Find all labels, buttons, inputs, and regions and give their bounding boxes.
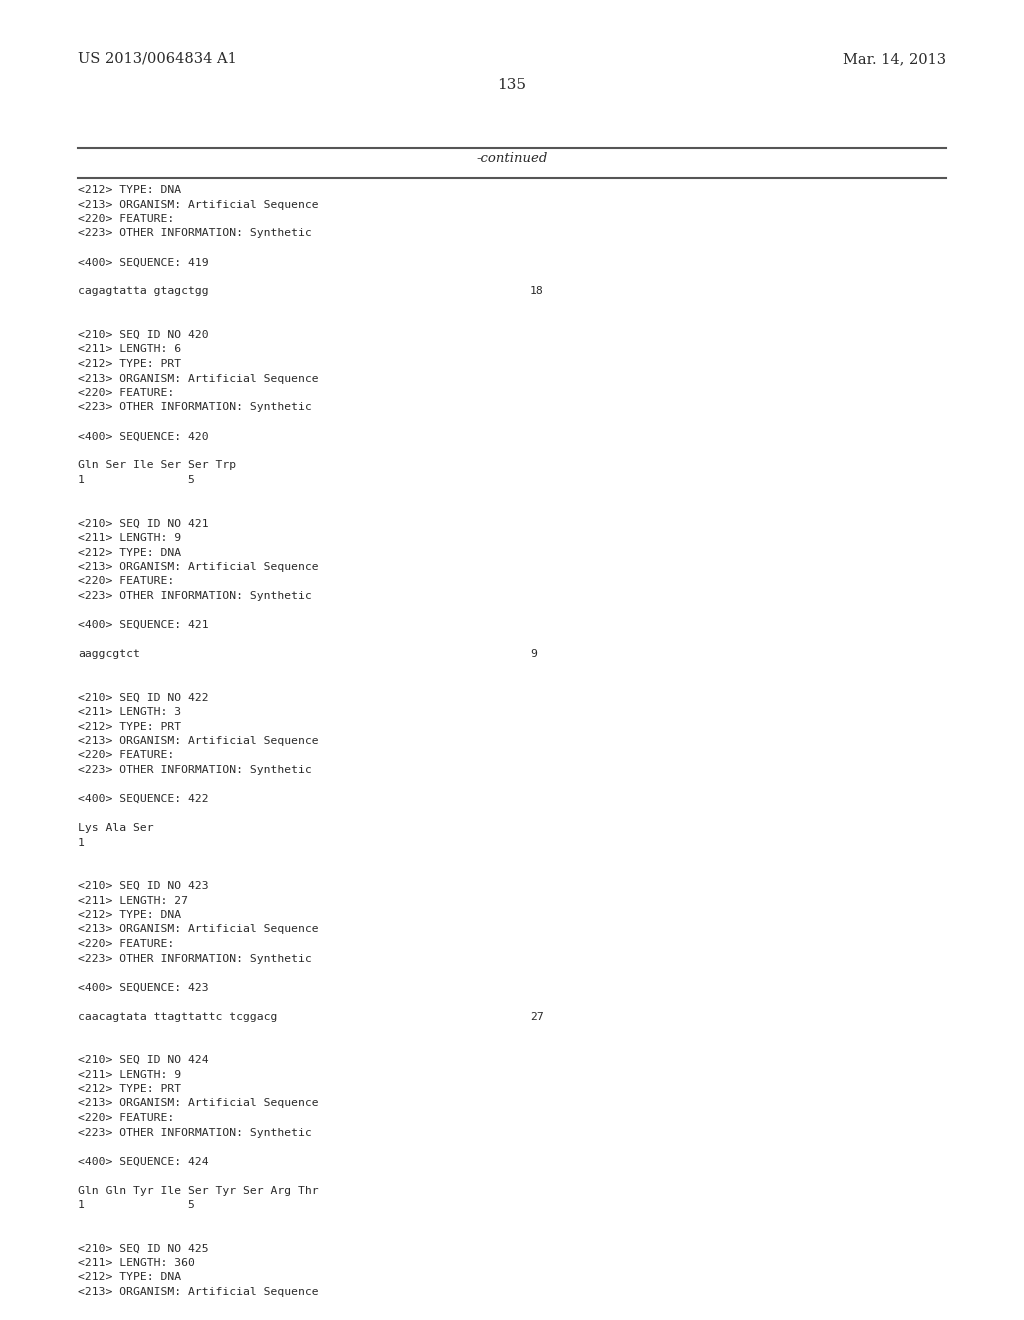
Text: Lys Ala Ser: Lys Ala Ser xyxy=(78,822,154,833)
Text: aaggcgtct: aaggcgtct xyxy=(78,649,140,659)
Text: <212> TYPE: PRT: <212> TYPE: PRT xyxy=(78,359,181,370)
Text: <210> SEQ ID NO 421: <210> SEQ ID NO 421 xyxy=(78,519,209,528)
Text: 1               5: 1 5 xyxy=(78,1200,195,1210)
Text: <223> OTHER INFORMATION: Synthetic: <223> OTHER INFORMATION: Synthetic xyxy=(78,403,311,412)
Text: <211> LENGTH: 3: <211> LENGTH: 3 xyxy=(78,708,181,717)
Text: <213> ORGANISM: Artificial Sequence: <213> ORGANISM: Artificial Sequence xyxy=(78,562,318,572)
Text: 18: 18 xyxy=(530,286,544,297)
Text: <220> FEATURE:: <220> FEATURE: xyxy=(78,214,174,224)
Text: <220> FEATURE:: <220> FEATURE: xyxy=(78,939,174,949)
Text: 27: 27 xyxy=(530,1011,544,1022)
Text: <211> LENGTH: 6: <211> LENGTH: 6 xyxy=(78,345,181,355)
Text: -continued: -continued xyxy=(476,152,548,165)
Text: <212> TYPE: DNA: <212> TYPE: DNA xyxy=(78,548,181,557)
Text: <212> TYPE: PRT: <212> TYPE: PRT xyxy=(78,1084,181,1094)
Text: <210> SEQ ID NO 425: <210> SEQ ID NO 425 xyxy=(78,1243,209,1254)
Text: <223> OTHER INFORMATION: Synthetic: <223> OTHER INFORMATION: Synthetic xyxy=(78,766,311,775)
Text: Gln Gln Tyr Ile Ser Tyr Ser Arg Thr: Gln Gln Tyr Ile Ser Tyr Ser Arg Thr xyxy=(78,1185,318,1196)
Text: <223> OTHER INFORMATION: Synthetic: <223> OTHER INFORMATION: Synthetic xyxy=(78,1127,311,1138)
Text: 135: 135 xyxy=(498,78,526,92)
Text: <220> FEATURE:: <220> FEATURE: xyxy=(78,751,174,760)
Text: <213> ORGANISM: Artificial Sequence: <213> ORGANISM: Artificial Sequence xyxy=(78,737,318,746)
Text: <400> SEQUENCE: 421: <400> SEQUENCE: 421 xyxy=(78,620,209,630)
Text: Gln Ser Ile Ser Ser Trp: Gln Ser Ile Ser Ser Trp xyxy=(78,461,237,470)
Text: <213> ORGANISM: Artificial Sequence: <213> ORGANISM: Artificial Sequence xyxy=(78,374,318,384)
Text: <210> SEQ ID NO 423: <210> SEQ ID NO 423 xyxy=(78,880,209,891)
Text: <211> LENGTH: 9: <211> LENGTH: 9 xyxy=(78,533,181,543)
Text: <220> FEATURE:: <220> FEATURE: xyxy=(78,388,174,399)
Text: US 2013/0064834 A1: US 2013/0064834 A1 xyxy=(78,51,237,66)
Text: <210> SEQ ID NO 422: <210> SEQ ID NO 422 xyxy=(78,693,209,702)
Text: caacagtata ttagttattc tcggacg: caacagtata ttagttattc tcggacg xyxy=(78,1011,278,1022)
Text: <211> LENGTH: 360: <211> LENGTH: 360 xyxy=(78,1258,195,1269)
Text: <213> ORGANISM: Artificial Sequence: <213> ORGANISM: Artificial Sequence xyxy=(78,1287,318,1298)
Text: <220> FEATURE:: <220> FEATURE: xyxy=(78,577,174,586)
Text: <400> SEQUENCE: 424: <400> SEQUENCE: 424 xyxy=(78,1156,209,1167)
Text: <212> TYPE: PRT: <212> TYPE: PRT xyxy=(78,722,181,731)
Text: 9: 9 xyxy=(530,649,537,659)
Text: cagagtatta gtagctgg: cagagtatta gtagctgg xyxy=(78,286,209,297)
Text: <223> OTHER INFORMATION: Synthetic: <223> OTHER INFORMATION: Synthetic xyxy=(78,953,311,964)
Text: <212> TYPE: DNA: <212> TYPE: DNA xyxy=(78,1272,181,1283)
Text: 1               5: 1 5 xyxy=(78,475,195,484)
Text: <400> SEQUENCE: 423: <400> SEQUENCE: 423 xyxy=(78,982,209,993)
Text: <400> SEQUENCE: 419: <400> SEQUENCE: 419 xyxy=(78,257,209,268)
Text: <223> OTHER INFORMATION: Synthetic: <223> OTHER INFORMATION: Synthetic xyxy=(78,228,311,239)
Text: <213> ORGANISM: Artificial Sequence: <213> ORGANISM: Artificial Sequence xyxy=(78,199,318,210)
Text: <213> ORGANISM: Artificial Sequence: <213> ORGANISM: Artificial Sequence xyxy=(78,924,318,935)
Text: <211> LENGTH: 9: <211> LENGTH: 9 xyxy=(78,1069,181,1080)
Text: <220> FEATURE:: <220> FEATURE: xyxy=(78,1113,174,1123)
Text: <400> SEQUENCE: 422: <400> SEQUENCE: 422 xyxy=(78,795,209,804)
Text: <211> LENGTH: 27: <211> LENGTH: 27 xyxy=(78,895,188,906)
Text: Mar. 14, 2013: Mar. 14, 2013 xyxy=(843,51,946,66)
Text: <400> SEQUENCE: 420: <400> SEQUENCE: 420 xyxy=(78,432,209,441)
Text: 1: 1 xyxy=(78,837,85,847)
Text: <213> ORGANISM: Artificial Sequence: <213> ORGANISM: Artificial Sequence xyxy=(78,1098,318,1109)
Text: <223> OTHER INFORMATION: Synthetic: <223> OTHER INFORMATION: Synthetic xyxy=(78,591,311,601)
Text: <210> SEQ ID NO 424: <210> SEQ ID NO 424 xyxy=(78,1055,209,1065)
Text: <210> SEQ ID NO 420: <210> SEQ ID NO 420 xyxy=(78,330,209,341)
Text: <212> TYPE: DNA: <212> TYPE: DNA xyxy=(78,909,181,920)
Text: <212> TYPE: DNA: <212> TYPE: DNA xyxy=(78,185,181,195)
